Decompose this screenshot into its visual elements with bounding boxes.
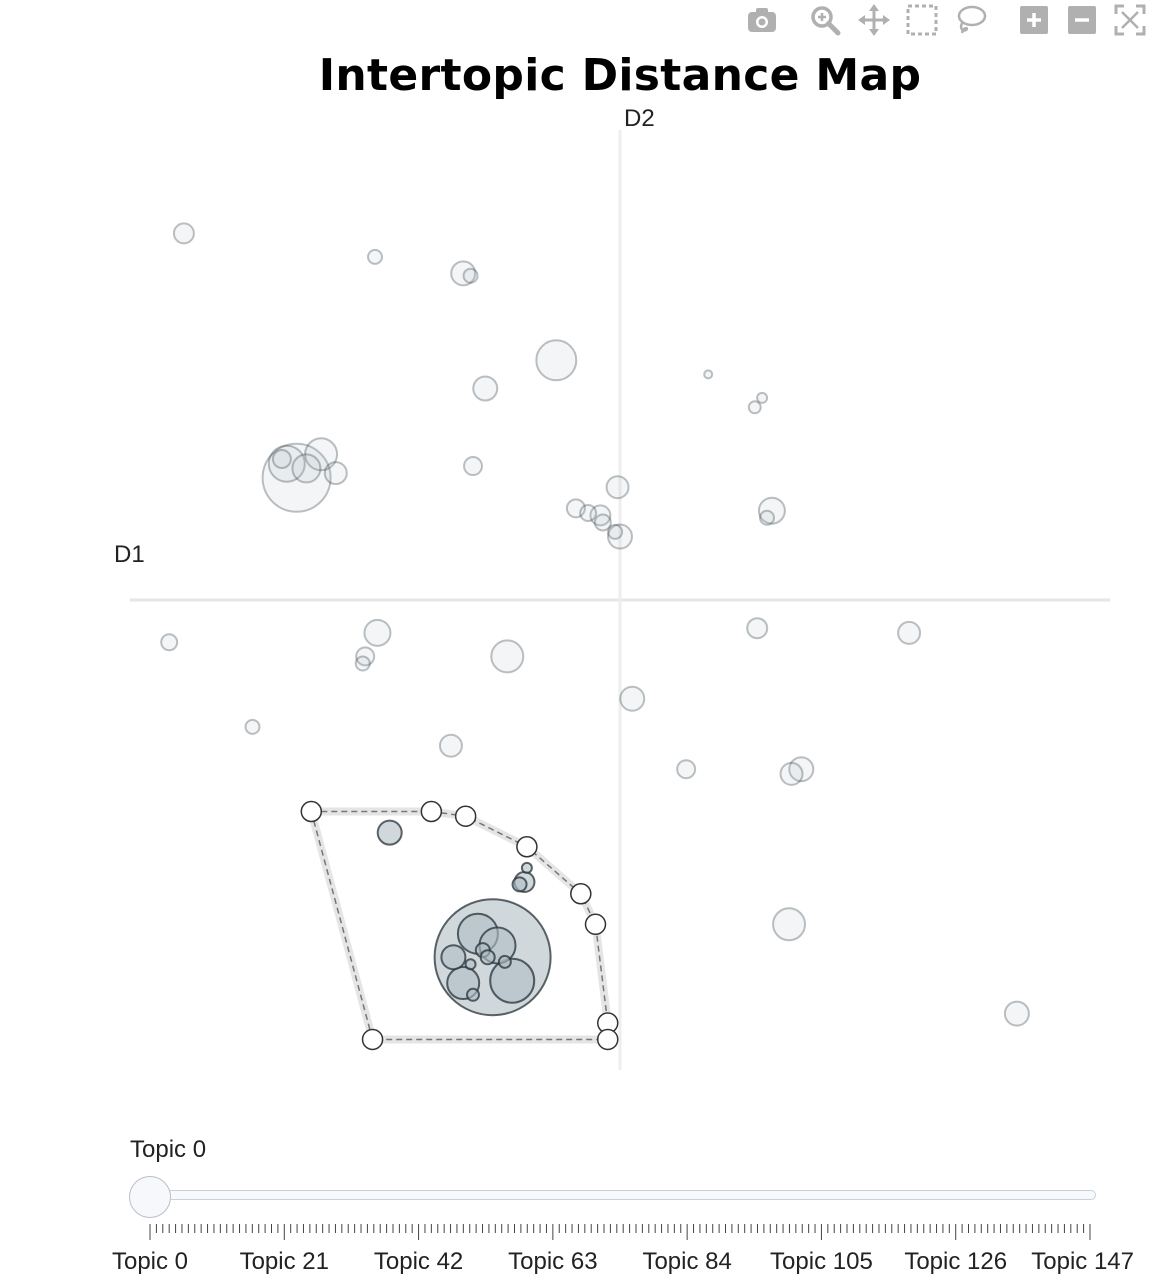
lasso-vertex-handle[interactable] bbox=[516, 836, 538, 858]
chart-title: Intertopic Distance Map bbox=[318, 50, 922, 101]
topic-bubble-selected[interactable] bbox=[466, 987, 480, 1002]
topic-bubble[interactable] bbox=[747, 400, 762, 415]
topic-bubble[interactable] bbox=[271, 449, 292, 469]
topic-bubble[interactable] bbox=[354, 655, 371, 672]
lasso-vertex-handle[interactable] bbox=[300, 800, 323, 823]
chart-modebar bbox=[0, 0, 1158, 40]
topic-bubble[interactable] bbox=[605, 475, 630, 500]
topic-bubble[interactable] bbox=[160, 633, 179, 652]
topic-bubble[interactable] bbox=[261, 442, 332, 513]
slider-handle[interactable] bbox=[129, 1176, 171, 1218]
slider-tick-label: Topic 21 bbox=[239, 1248, 329, 1275]
topic-bubble[interactable] bbox=[490, 639, 525, 674]
topic-bubble[interactable] bbox=[779, 761, 804, 786]
camera-icon[interactable] bbox=[745, 3, 779, 37]
y-axis-label: D2 bbox=[624, 105, 655, 132]
lasso-outline bbox=[310, 810, 609, 1041]
topic-bubble[interactable] bbox=[788, 756, 815, 783]
topic-bubble[interactable] bbox=[267, 444, 306, 483]
topic-bubble-selected[interactable] bbox=[479, 949, 496, 966]
topic-bubble[interactable] bbox=[438, 733, 463, 758]
topic-bubble[interactable] bbox=[355, 646, 376, 667]
slider-track[interactable] bbox=[150, 1190, 1096, 1200]
topic-bubble-selected[interactable] bbox=[489, 957, 536, 1004]
topic-bubble[interactable] bbox=[703, 369, 714, 380]
slider-tick-label: Topic 105 bbox=[770, 1248, 873, 1275]
topic-bubble-selected[interactable] bbox=[511, 876, 528, 893]
topic-bubble[interactable] bbox=[897, 620, 922, 645]
autoscale-icon[interactable] bbox=[1113, 3, 1147, 37]
slider-tick-label: Topic 126 bbox=[904, 1248, 1008, 1275]
topic-bubble[interactable] bbox=[323, 461, 348, 486]
slider-current-label: Topic 0 bbox=[130, 1136, 207, 1163]
topic-bubble[interactable] bbox=[244, 718, 261, 735]
topic-bubble[interactable] bbox=[607, 523, 624, 540]
points-group bbox=[160, 222, 1030, 1027]
topic-bubble-selected[interactable] bbox=[497, 954, 512, 969]
slider-ticks bbox=[149, 1224, 1091, 1240]
axes-group bbox=[130, 130, 1110, 1070]
topic-bubble[interactable] bbox=[593, 513, 612, 532]
topic-bubble[interactable] bbox=[619, 685, 646, 712]
topic-bubble[interactable] bbox=[172, 222, 195, 245]
topic-bubble[interactable] bbox=[463, 456, 483, 477]
topic-bubble-selected[interactable] bbox=[464, 958, 477, 971]
zoom-out-icon[interactable] bbox=[1065, 3, 1099, 37]
lasso-vertex-handle[interactable] bbox=[454, 805, 477, 827]
topic-bubble[interactable] bbox=[565, 498, 586, 519]
topic-bubble[interactable] bbox=[589, 504, 612, 527]
topic-bubble[interactable] bbox=[676, 759, 697, 780]
lasso-vertex-handle[interactable] bbox=[570, 883, 592, 905]
zoom-icon[interactable] bbox=[808, 3, 842, 37]
topic-bubble-selected[interactable] bbox=[440, 944, 467, 971]
topic-bubble[interactable] bbox=[450, 260, 477, 287]
slider-tick-label: Topic 84 bbox=[642, 1248, 732, 1275]
topic-bubble-selected[interactable] bbox=[520, 861, 533, 874]
lasso-vertex-handle[interactable] bbox=[597, 1028, 619, 1051]
zoom-in-icon[interactable] bbox=[1017, 3, 1051, 37]
topic-bubble-selected[interactable] bbox=[376, 819, 403, 846]
topic-bubble[interactable] bbox=[304, 437, 339, 472]
topic-bubble[interactable] bbox=[472, 375, 499, 402]
lasso-select-icon[interactable] bbox=[953, 3, 987, 37]
topic-bubble[interactable] bbox=[757, 496, 786, 525]
slider-tick-label: Topic 42 bbox=[373, 1248, 464, 1275]
topic-bubble[interactable] bbox=[363, 618, 392, 647]
topic-bubble[interactable] bbox=[772, 907, 807, 942]
topic-bubble[interactable] bbox=[535, 339, 578, 382]
topic-bubble[interactable] bbox=[746, 617, 769, 640]
slider-tick-label: Topic 63 bbox=[508, 1248, 598, 1275]
slider-tick-label: Topic 147 bbox=[1031, 1248, 1134, 1275]
lasso-vertex-handle[interactable] bbox=[420, 800, 443, 823]
topic-bubble[interactable] bbox=[291, 453, 322, 484]
x-axis-label: D1 bbox=[114, 541, 145, 568]
scatter-plot[interactable]: D1 D2 bbox=[0, 0, 1158, 1120]
topic-bubble[interactable] bbox=[1003, 1000, 1030, 1027]
topic-bubble[interactable] bbox=[756, 391, 769, 404]
lasso-vertex-handle[interactable] bbox=[584, 913, 607, 936]
topic-bubble[interactable] bbox=[579, 504, 598, 523]
slider-tick-label: Topic 0 bbox=[111, 1248, 189, 1275]
lasso-selection bbox=[300, 800, 619, 1051]
topic-bubble[interactable] bbox=[367, 248, 383, 265]
lasso-vertex-handle[interactable] bbox=[361, 1028, 384, 1051]
topic-bubble[interactable] bbox=[607, 523, 633, 550]
topic-bubble[interactable] bbox=[759, 509, 775, 526]
pan-icon[interactable] bbox=[857, 3, 891, 37]
box-select-icon[interactable] bbox=[905, 3, 939, 37]
topic-bubble[interactable] bbox=[462, 267, 479, 284]
